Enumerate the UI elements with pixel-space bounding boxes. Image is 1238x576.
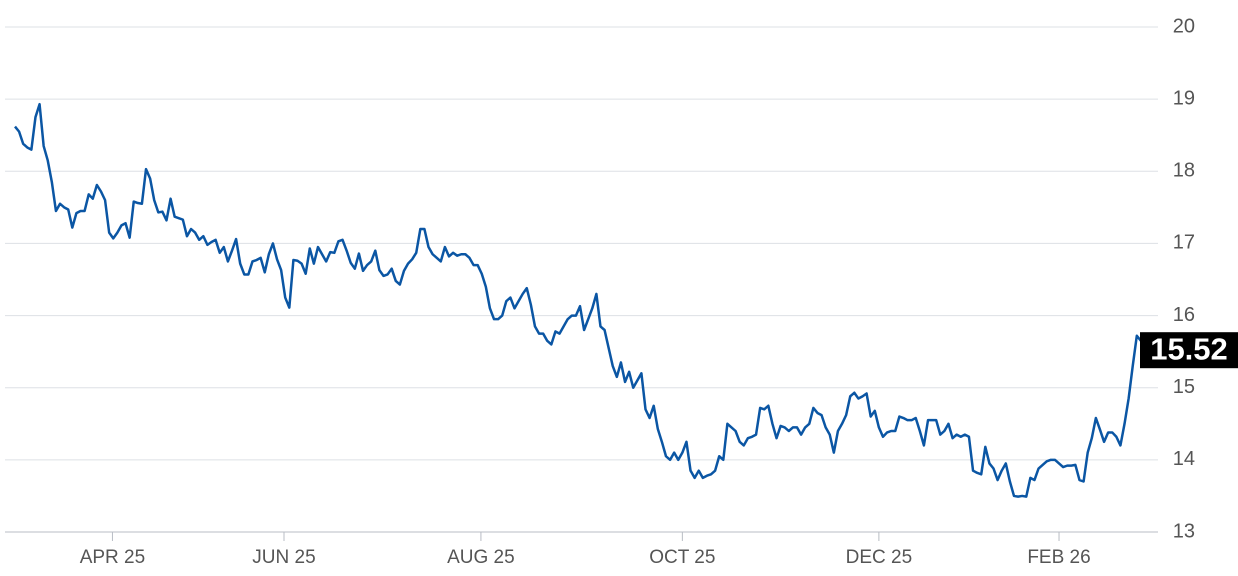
y-tick-label: 16 — [1173, 304, 1195, 326]
y-tick-label: 17 — [1173, 232, 1195, 254]
x-tick-label: FEB 26 — [1027, 547, 1090, 568]
x-tick-label: OCT 25 — [649, 547, 715, 568]
y-tick-label: 18 — [1173, 160, 1195, 182]
price-line — [14, 102, 1147, 498]
y-tick-label: 20 — [1173, 15, 1195, 37]
x-tick-label: DEC 25 — [846, 547, 913, 568]
x-tick-label: JUN 25 — [252, 547, 315, 568]
last-value-badge — [1140, 332, 1238, 369]
y-tick-label: 15 — [1173, 376, 1195, 398]
y-tick-label: 14 — [1173, 448, 1195, 470]
y-tick-label: 13 — [1173, 520, 1195, 542]
last-value-label: 15.52 — [1150, 331, 1228, 366]
x-tick-label: AUG 25 — [447, 547, 515, 568]
x-tick-label: APR 25 — [80, 547, 145, 568]
y-tick-label: 19 — [1173, 87, 1195, 109]
